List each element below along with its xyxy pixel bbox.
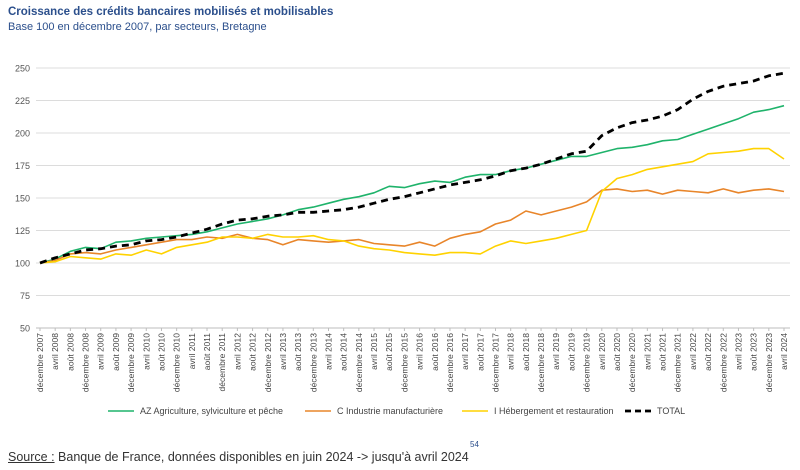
- x-tick-label: décembre 2016: [445, 333, 455, 392]
- x-tick-label: août 2008: [65, 333, 75, 371]
- source-text: Banque de France, données disponibles en…: [54, 450, 469, 464]
- legend-label: AZ Agriculture, sylviculture et pêche: [140, 406, 283, 416]
- gridlines: [36, 67, 790, 329]
- x-tick-label: décembre 2010: [172, 333, 182, 392]
- x-tick-label: avril 2024: [779, 333, 789, 370]
- x-tick-label: décembre 2013: [308, 333, 318, 392]
- x-tick-label: août 2015: [384, 333, 394, 371]
- x-tick-label: août 2017: [475, 333, 485, 371]
- y-tick-label: 125: [15, 226, 30, 236]
- series-lines: [39, 71, 785, 265]
- x-tick-label: décembre 2021: [673, 333, 683, 392]
- y-tick-label: 200: [15, 129, 30, 139]
- x-tick-label: décembre 2022: [718, 333, 728, 392]
- x-tick-label: décembre 2011: [217, 333, 227, 392]
- x-tick-label: décembre 2019: [582, 333, 592, 392]
- x-tick-label: décembre 2023: [764, 333, 774, 392]
- x-tick-label: avril 2010: [141, 333, 151, 370]
- y-tick-label: 225: [15, 96, 30, 106]
- x-tick-label: décembre 2012: [263, 333, 273, 392]
- x-tick-label: avril 2011: [187, 333, 197, 369]
- x-tick-label: août 2014: [339, 333, 349, 371]
- x-tick-label: août 2012: [248, 333, 258, 371]
- y-tick-label: 100: [15, 259, 30, 269]
- y-tick-label: 50: [20, 324, 30, 334]
- series-line-2: [39, 147, 785, 264]
- x-tick-label: août 2009: [111, 333, 121, 371]
- x-tick-label: août 2021: [658, 333, 668, 371]
- series-line-3: [39, 71, 785, 265]
- x-tick-label: décembre 2008: [81, 333, 91, 392]
- page-number: 54: [470, 440, 479, 449]
- x-tick-label: décembre 2015: [399, 333, 409, 392]
- x-tick-label: décembre 2009: [126, 333, 136, 392]
- x-tick-label: août 2020: [612, 333, 622, 371]
- y-axis-ticks: 50 75 100 125 150 175 200 225 250: [15, 64, 30, 334]
- x-tick-label: avril 2013: [278, 333, 288, 370]
- legend-label: C Industrie manufacturière: [337, 406, 443, 416]
- chart-subtitle: Base 100 en décembre 2007, par secteurs,…: [8, 21, 267, 33]
- x-tick-label: décembre 2020: [627, 333, 637, 392]
- x-tick-label: août 2023: [749, 333, 759, 371]
- x-tick-label: avril 2016: [415, 333, 425, 370]
- legend: AZ Agriculture, sylviculture et pêche C I…: [108, 406, 685, 416]
- x-tick-label: avril 2009: [96, 333, 106, 370]
- y-tick-label: 175: [15, 161, 30, 171]
- x-tick-label: août 2013: [293, 333, 303, 371]
- x-tick-label: décembre 2017: [491, 333, 501, 392]
- y-tick-label: 75: [20, 291, 30, 301]
- x-axis-ticks: décembre 2007 avril 2008 août 2008 décembre…: [35, 328, 789, 392]
- y-tick-label: 250: [15, 64, 30, 74]
- x-tick-label: avril 2023: [733, 333, 743, 370]
- x-tick-label: avril 2014: [323, 333, 333, 370]
- source-label: Source :: [8, 450, 55, 464]
- x-tick-label: août 2016: [430, 333, 440, 371]
- x-tick-label: avril 2021: [642, 333, 652, 370]
- series-line-1: [39, 188, 785, 264]
- legend-label: TOTAL: [657, 406, 685, 416]
- legend-label: I Hébergement et restauration: [494, 406, 614, 416]
- x-tick-label: décembre 2007: [35, 333, 45, 392]
- x-tick-label: août 2022: [703, 333, 713, 371]
- x-tick-label: avril 2008: [50, 333, 60, 370]
- series-line-0: [39, 104, 785, 264]
- x-tick-label: décembre 2014: [354, 333, 364, 392]
- x-tick-label: août 2018: [521, 333, 531, 371]
- x-tick-label: avril 2017: [460, 333, 470, 370]
- x-tick-label: avril 2022: [688, 333, 698, 370]
- x-tick-label: août 2019: [566, 333, 576, 371]
- x-tick-label: décembre 2018: [536, 333, 546, 392]
- x-tick-label: avril 2020: [597, 333, 607, 370]
- x-tick-label: août 2011: [202, 333, 212, 370]
- x-tick-label: avril 2019: [551, 333, 561, 370]
- x-tick-label: avril 2018: [506, 333, 516, 370]
- x-tick-label: avril 2015: [369, 333, 379, 370]
- y-tick-label: 150: [15, 194, 30, 204]
- x-tick-label: avril 2012: [232, 333, 242, 370]
- chart-title: Croissance des crédits bancaires mobilis…: [8, 6, 334, 18]
- x-tick-label: août 2010: [156, 333, 166, 371]
- source-note: Source : Banque de France, données dispo…: [8, 450, 469, 464]
